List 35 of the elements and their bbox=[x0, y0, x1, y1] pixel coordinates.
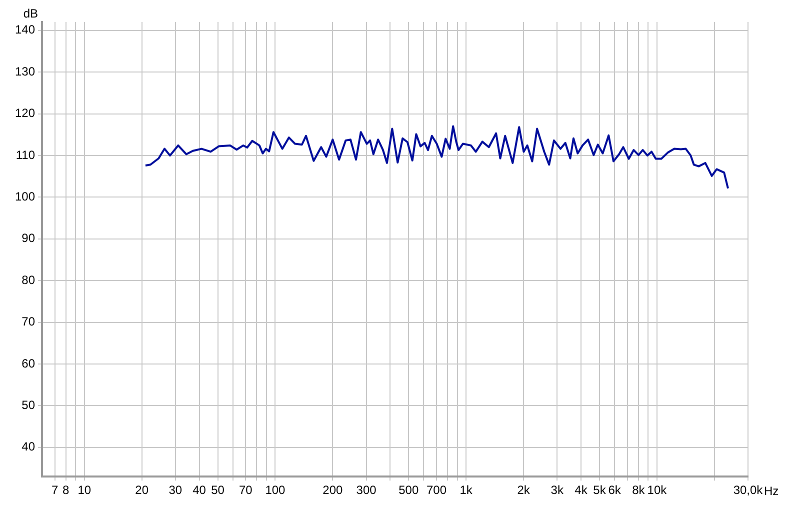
x-tick-label: 40 bbox=[192, 483, 206, 498]
x-tick-label: 100 bbox=[265, 483, 286, 498]
y-tick-label: 70 bbox=[22, 314, 36, 329]
x-tick-label: 8 bbox=[62, 483, 70, 498]
y-tick-label: 90 bbox=[22, 231, 36, 246]
y-tick-label: 120 bbox=[14, 106, 36, 120]
x-tick-label: 20 bbox=[135, 483, 149, 498]
x-tick-label: 10k bbox=[647, 483, 668, 498]
x-tick-label: 8k bbox=[632, 483, 646, 498]
x-tick-label: 10 bbox=[78, 483, 92, 498]
x-tick-label: 500 bbox=[398, 483, 419, 498]
x-tick-label: 700 bbox=[426, 483, 447, 498]
y-tick-label: 130 bbox=[14, 64, 36, 78]
y-axis-title: dB bbox=[23, 6, 38, 20]
y-tick-label: 80 bbox=[22, 272, 36, 287]
x-tick-label: 5k bbox=[593, 483, 607, 498]
x-tick-label: 200 bbox=[322, 483, 344, 498]
x-tick-label: 3k bbox=[550, 483, 564, 498]
x-tick-label: 7 bbox=[51, 483, 58, 498]
y-tick-label: 50 bbox=[22, 398, 36, 412]
y-tick-label: 100 bbox=[14, 189, 36, 204]
x-tick-label: 30,0k bbox=[733, 483, 764, 498]
x-tick-label: 4k bbox=[574, 483, 588, 498]
y-tick-label: 140 bbox=[14, 22, 36, 37]
x-tick-label: 2k bbox=[517, 483, 531, 498]
y-tick-label: 110 bbox=[16, 148, 36, 162]
x-tick-label: 50 bbox=[211, 483, 225, 498]
y-tick-label: 60 bbox=[22, 356, 36, 370]
x-tick-label: 70 bbox=[238, 483, 253, 498]
x-tick-label: 6k bbox=[608, 483, 622, 498]
x-tick-label: 300 bbox=[356, 483, 377, 498]
x-tick-label: 1k bbox=[460, 483, 474, 498]
y-tick-label: 40 bbox=[22, 440, 36, 454]
x-axis-title: Hz bbox=[764, 484, 779, 498]
x-tick-label: 30 bbox=[168, 483, 182, 498]
